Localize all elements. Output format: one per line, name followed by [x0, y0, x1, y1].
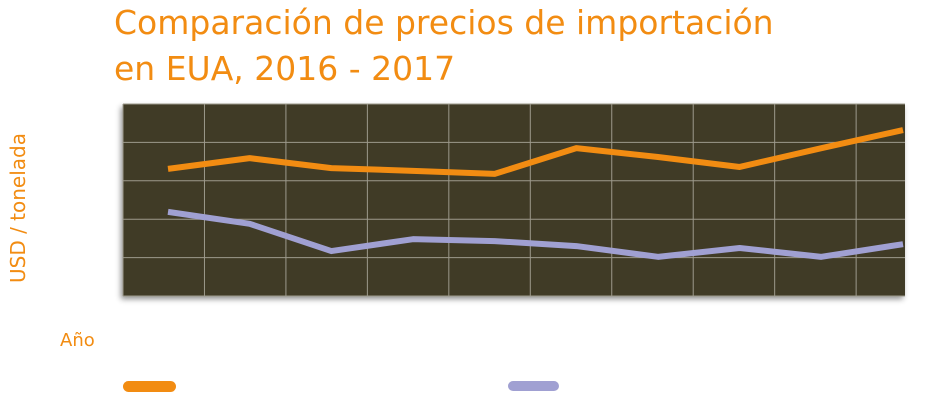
legend-swatch-series-1 [123, 381, 176, 392]
title-line-2: en EUA, 2016 - 2017 [114, 49, 456, 88]
legend-swatch-series-2 [508, 381, 559, 391]
series-line-2 [167, 208, 904, 260]
title-line-1: Comparación de precios de importación [114, 3, 774, 42]
chart-title: Comparación de precios de importación en… [114, 0, 774, 92]
plot-area [123, 104, 905, 296]
series-line-1 [167, 127, 904, 177]
x-axis-label: Año [60, 330, 95, 351]
